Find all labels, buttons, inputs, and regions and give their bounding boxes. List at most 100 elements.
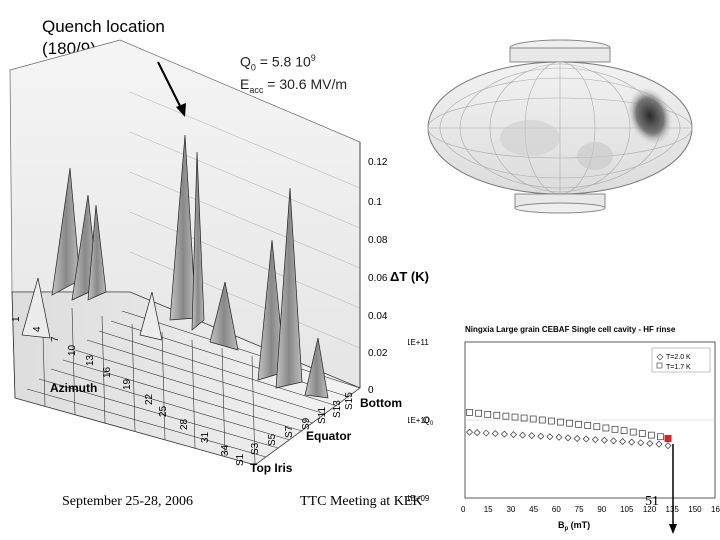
azimuth-tick: 13 bbox=[85, 354, 96, 366]
x-axis-label: Bp (mT) bbox=[558, 520, 590, 532]
data-point-2-0k bbox=[582, 435, 590, 443]
hot-spot bbox=[626, 86, 674, 146]
data-points bbox=[466, 409, 672, 450]
z-tick: 0 bbox=[368, 385, 374, 396]
peak bbox=[304, 337, 329, 399]
data-point-2-0k bbox=[646, 439, 654, 447]
data-point-2-0k bbox=[546, 433, 554, 441]
y-tick: 1E+09 bbox=[408, 494, 430, 503]
data-point-2-0k bbox=[500, 430, 508, 438]
sensor-tick: S15 bbox=[344, 392, 355, 410]
data-point-1-7k bbox=[475, 409, 482, 417]
cavity-3d-rendering bbox=[427, 39, 693, 214]
data-point-1-7k bbox=[593, 423, 601, 431]
z-tick: 0.04 bbox=[368, 311, 388, 322]
peak bbox=[139, 291, 163, 341]
quench-annotation-line1: Quench location bbox=[42, 17, 165, 36]
data-point-1-7k bbox=[575, 420, 582, 428]
x-tick: 30 bbox=[506, 505, 515, 514]
azimuth-tick: 19 bbox=[122, 378, 133, 390]
data-point-2-0k bbox=[491, 430, 499, 438]
x-tick: 150 bbox=[688, 505, 702, 514]
sensor-tick: S13 bbox=[332, 400, 343, 418]
data-point-1-7k bbox=[629, 428, 637, 436]
peak bbox=[169, 134, 197, 321]
sensor-tick: S9 bbox=[301, 417, 312, 430]
data-point-1-7k bbox=[529, 415, 537, 423]
page-number: 51 bbox=[645, 494, 659, 509]
data-point-2-0k bbox=[473, 429, 481, 437]
data-point-2-0k bbox=[637, 439, 645, 447]
sensor-tick: S5 bbox=[267, 433, 278, 446]
data-point-2-0k bbox=[466, 428, 474, 436]
run-conditions: Q0 = 5.8 109 Eacc = 30.6 MV/m bbox=[240, 50, 347, 99]
x-ticks: 0153045607590105120135150165 bbox=[461, 505, 720, 514]
quench-arrow bbox=[157, 61, 186, 117]
legend-entry: T=2.0 K bbox=[666, 354, 691, 361]
q0-label: Q0 = 5.8 109 bbox=[240, 53, 316, 73]
data-point-1-7k bbox=[584, 422, 592, 429]
x-tick: 75 bbox=[575, 505, 584, 514]
data-point-1-7k bbox=[493, 411, 501, 419]
azimuth-ticks: 1 4 7 10 13 16 19 22 25 28 31 34 bbox=[11, 316, 231, 456]
azimuth-tick: 25 bbox=[158, 405, 169, 417]
quench-point bbox=[664, 434, 672, 442]
data-point-1-7k bbox=[520, 414, 528, 422]
azimuth-tick: 22 bbox=[144, 393, 155, 405]
data-point-2-0k bbox=[628, 438, 636, 446]
azimuth-tick: 7 bbox=[50, 336, 61, 342]
data-point-2-0k bbox=[482, 429, 490, 437]
data-point-1-7k bbox=[538, 416, 546, 424]
azimuth-tick: 10 bbox=[67, 344, 78, 356]
top-iris-label: Top Iris bbox=[250, 461, 293, 475]
data-point-1-7k bbox=[611, 425, 619, 433]
z-tick: 0.06 bbox=[368, 273, 388, 284]
azimuth-tick: 34 bbox=[220, 444, 231, 456]
quench-arrow-head bbox=[669, 524, 677, 534]
data-point-1-7k bbox=[548, 417, 555, 425]
z-ticks: 0.12 0.1 0.08 0.06 0.04 0.02 0 bbox=[368, 157, 388, 396]
azimuth-tick: 31 bbox=[200, 431, 211, 443]
z-tick: 0.12 bbox=[368, 157, 388, 168]
data-point-1-7k bbox=[484, 411, 492, 418]
peak bbox=[257, 239, 286, 381]
footer-date: September 25-28, 2006 bbox=[62, 494, 194, 509]
peak bbox=[191, 151, 205, 331]
equator-label: Equator bbox=[306, 429, 352, 443]
data-point-2-0k bbox=[564, 434, 572, 442]
data-point-2-0k bbox=[609, 437, 617, 445]
legend: T=2.0 K T=1.7 K bbox=[651, 347, 711, 373]
peak bbox=[21, 277, 51, 339]
legend-square-icon bbox=[656, 362, 663, 369]
cavity-top-neck bbox=[509, 47, 611, 63]
x-tick: 120 bbox=[643, 505, 657, 514]
data-point-1-7k bbox=[511, 413, 519, 421]
peak bbox=[51, 167, 81, 296]
azimuth-label: Azimuth bbox=[50, 381, 97, 395]
q0-vs-bp-chart: Ningxia Large grain CEBAF Single cell ca… bbox=[408, 325, 720, 534]
legend-entry: T=1.7 K bbox=[666, 364, 691, 371]
data-point-2-0k bbox=[519, 431, 527, 439]
x-tick: 15 bbox=[484, 505, 493, 514]
x-tick: 0 bbox=[461, 505, 466, 514]
back-wall-gridlines bbox=[129, 91, 361, 349]
peak bbox=[87, 204, 107, 301]
data-point-1-7k bbox=[557, 418, 564, 426]
data-point-2-0k bbox=[528, 432, 536, 440]
y-tick: 1E+11 bbox=[408, 338, 429, 347]
warm-region bbox=[500, 120, 560, 156]
bottom-label: Bottom bbox=[360, 396, 402, 410]
x-tick: 165 bbox=[711, 505, 720, 514]
z-tick: 0.1 bbox=[368, 197, 382, 208]
data-point-1-7k bbox=[638, 430, 646, 437]
z-tick: 0.02 bbox=[368, 348, 388, 359]
x-tick: 105 bbox=[620, 505, 634, 514]
sensor-ticks: S1 S3 S5 S7 S9 S11 S13 S15 bbox=[235, 392, 355, 466]
x-tick: 60 bbox=[552, 505, 561, 514]
data-point-1-7k bbox=[566, 419, 573, 427]
data-point-2-0k bbox=[619, 438, 627, 446]
z-axis-label: ΔT (K) bbox=[390, 269, 429, 284]
legend-diamond-icon bbox=[656, 353, 664, 361]
data-point-2-0k bbox=[664, 442, 672, 450]
chart-title: Ningxia Large grain CEBAF Single cell ca… bbox=[465, 325, 676, 334]
